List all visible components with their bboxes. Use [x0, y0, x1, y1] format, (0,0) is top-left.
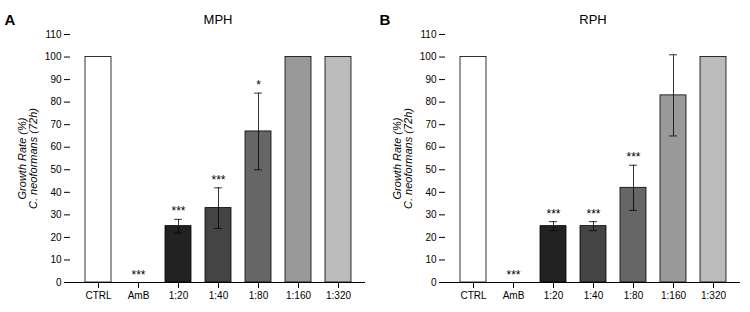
svg-text:0: 0 — [56, 277, 62, 288]
svg-text:70: 70 — [50, 119, 62, 130]
svg-text:20: 20 — [425, 232, 437, 243]
svg-text:110: 110 — [46, 29, 62, 40]
svg-text:10: 10 — [50, 254, 62, 265]
svg-text:CTRL: CTRL — [85, 290, 112, 301]
svg-text:40: 40 — [425, 187, 437, 198]
svg-text:AmB: AmB — [503, 290, 525, 301]
svg-text:1:160: 1:160 — [661, 290, 686, 301]
svg-text:MPH: MPH — [204, 12, 233, 27]
svg-text:80: 80 — [425, 96, 437, 107]
svg-text:1:40: 1:40 — [209, 290, 229, 301]
svg-text:60: 60 — [425, 141, 437, 152]
svg-text:***: *** — [586, 207, 600, 221]
svg-text:30: 30 — [50, 209, 62, 220]
svg-text:1:20: 1:20 — [169, 290, 189, 301]
svg-text:Growth Rate (%)C. neoformans (: Growth Rate (%)C. neoformans (72h) — [16, 108, 39, 209]
svg-text:***: *** — [546, 207, 560, 221]
svg-text:1:320: 1:320 — [326, 290, 351, 301]
svg-text:40: 40 — [50, 187, 62, 198]
svg-text:A: A — [5, 11, 16, 28]
svg-text:50: 50 — [50, 164, 62, 175]
svg-text:50: 50 — [425, 164, 437, 175]
svg-text:1:40: 1:40 — [584, 290, 604, 301]
svg-text:70: 70 — [425, 119, 437, 130]
svg-text:1:160: 1:160 — [286, 290, 311, 301]
svg-text:10: 10 — [425, 254, 437, 265]
svg-text:30: 30 — [425, 209, 437, 220]
svg-text:90: 90 — [425, 74, 437, 85]
svg-text:***: *** — [171, 204, 185, 218]
svg-text:***: *** — [626, 150, 640, 164]
svg-text:AmB: AmB — [128, 290, 150, 301]
svg-text:***: *** — [506, 268, 520, 282]
svg-text:60: 60 — [50, 141, 62, 152]
svg-text:100: 100 — [420, 51, 437, 62]
svg-text:1:320: 1:320 — [701, 290, 726, 301]
svg-text:1:20: 1:20 — [544, 290, 564, 301]
svg-text:80: 80 — [50, 96, 62, 107]
svg-text:1:80: 1:80 — [624, 290, 644, 301]
svg-text:B: B — [380, 11, 391, 28]
svg-text:1:80: 1:80 — [249, 290, 269, 301]
svg-text:***: *** — [211, 173, 225, 187]
svg-text:0: 0 — [431, 277, 437, 288]
svg-text:20: 20 — [50, 232, 62, 243]
svg-text:90: 90 — [50, 74, 62, 85]
svg-text:CTRL: CTRL — [460, 290, 487, 301]
svg-text:***: *** — [131, 268, 145, 282]
svg-text:Growth Rate (%)C. neoformans (: Growth Rate (%)C. neoformans (72h) — [391, 108, 414, 209]
svg-text:RPH: RPH — [579, 12, 606, 27]
svg-text:110: 110 — [421, 29, 437, 40]
svg-text:*: * — [256, 78, 261, 92]
svg-text:100: 100 — [45, 51, 62, 62]
